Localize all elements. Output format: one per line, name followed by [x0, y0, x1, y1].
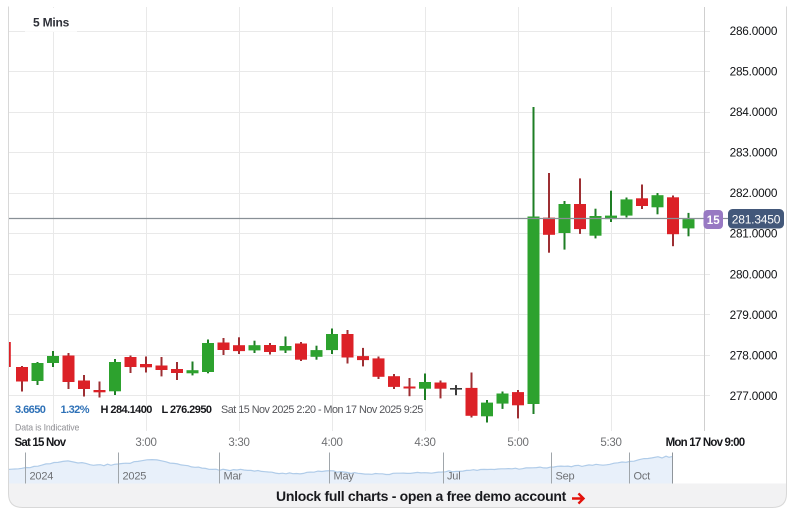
svg-text:H 284.1400: H 284.1400 [101, 404, 153, 416]
svg-text:Data is Indicative: Data is Indicative [15, 423, 80, 433]
svg-text:Unlock full charts - open a fr: Unlock full charts - open a free demo ac… [276, 488, 567, 504]
svg-text:3.6650: 3.6650 [15, 404, 46, 416]
svg-text:2025: 2025 [123, 471, 147, 483]
svg-text:1.32%: 1.32% [61, 404, 90, 416]
svg-text:281.0000: 281.0000 [730, 227, 778, 241]
svg-text:283.0000: 283.0000 [730, 146, 778, 160]
svg-text:5:30: 5:30 [600, 437, 621, 449]
svg-text:277.0000: 277.0000 [730, 389, 778, 403]
svg-text:5:00: 5:00 [507, 437, 528, 449]
svg-text:Sat 15 Nov 2025 2:20 - Mon 17: Sat 15 Nov 2025 2:20 - Mon 17 Nov 2025 9… [221, 404, 423, 416]
svg-text:Sep: Sep [556, 471, 575, 483]
svg-text:281.3450: 281.3450 [732, 212, 781, 226]
svg-text:Oct: Oct [634, 471, 651, 483]
svg-text:Sat 15 Nov: Sat 15 Nov [15, 437, 67, 449]
svg-text:284.0000: 284.0000 [730, 105, 778, 119]
svg-text:Jul: Jul [447, 471, 460, 483]
svg-text:Mar: Mar [224, 471, 243, 483]
svg-text:4:00: 4:00 [321, 437, 342, 449]
svg-text:280.0000: 280.0000 [730, 267, 778, 281]
svg-text:Mon 17 Nov 9:00: Mon 17 Nov 9:00 [666, 437, 745, 449]
svg-text:3:00: 3:00 [135, 437, 156, 449]
svg-text:278.0000: 278.0000 [730, 348, 778, 362]
svg-text:4:30: 4:30 [414, 437, 435, 449]
svg-text:5 Mins: 5 Mins [33, 16, 70, 30]
svg-text:285.0000: 285.0000 [730, 65, 778, 79]
svg-text:L 276.2950: L 276.2950 [162, 404, 212, 416]
svg-text:May: May [334, 471, 355, 483]
svg-text:282.0000: 282.0000 [730, 186, 778, 200]
svg-text:286.0000: 286.0000 [730, 24, 778, 38]
svg-text:2024: 2024 [30, 471, 54, 483]
svg-text:3:30: 3:30 [228, 437, 249, 449]
svg-text:279.0000: 279.0000 [730, 308, 778, 322]
svg-text:15: 15 [707, 215, 720, 227]
